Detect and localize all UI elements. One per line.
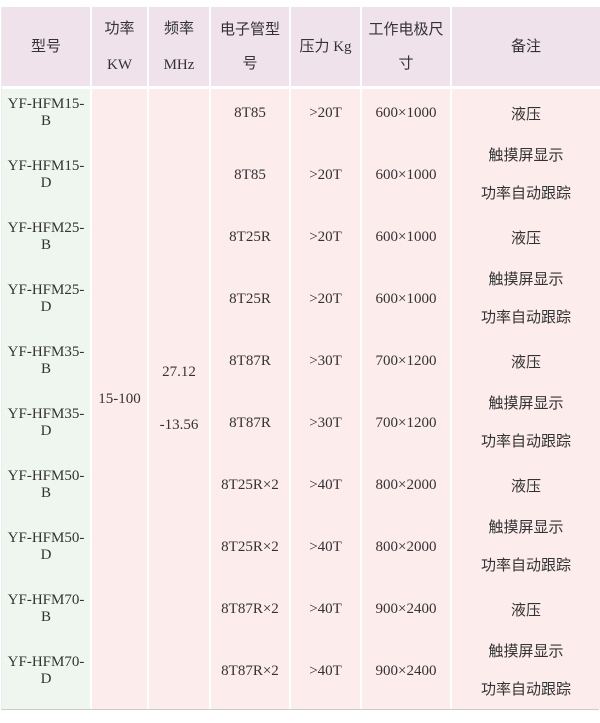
pressure-cell: >20T (291, 89, 362, 137)
model-cell: YF-HFM25-D (2, 261, 92, 337)
header-cell-frequency: 频率 MHz (149, 7, 211, 89)
table-row: YF-HFM50-B 8T25R×2 >40T 800×2000 液压 (2, 461, 600, 509)
pressure-cell: >20T (291, 213, 362, 261)
pressure-cell: >30T (291, 337, 362, 385)
model-cell: YF-HFM25-B (2, 213, 92, 261)
remark-cell: 液压 (452, 585, 600, 633)
pressure-cell: >20T (291, 137, 362, 213)
electrode-cell: 700×1200 (362, 385, 452, 461)
table-row: YF-HFM70-D 8T87R×2 >40T 900×2400 触摸屏显示 功率自动跟踪 (2, 633, 600, 709)
table-row: YF-HFM35-D 8T87R >30T 700×1200 触摸屏显示 功率自动跟踪 (2, 385, 600, 461)
header-cell-tube: 电子管型号 (211, 7, 291, 89)
table-header: 型号 功率 KW 频率 MHz 电子管型号 压力 Kg 工作电极尺寸 备注 (2, 7, 600, 89)
electrode-cell: 800×2000 (362, 461, 452, 509)
electrode-cell: 900×2400 (362, 633, 452, 709)
remark-line-2: 功率自动跟踪 (480, 310, 571, 326)
remark-cell: 液压 (452, 461, 600, 509)
electrode-cell: 800×2000 (362, 509, 452, 585)
table-row: YF-HFM25-B 8T25R >20T 600×1000 液压 (2, 213, 600, 261)
product-spec-table: 型号 功率 KW 频率 MHz 电子管型号 压力 Kg 工作电极尺寸 备注 YF-HFM15-B… (2, 7, 600, 709)
frequency-merged-cell: 27.12 -13.56 (149, 89, 211, 709)
spec-table-wrap: 型号 功率 KW 频率 MHz 电子管型号 压力 Kg 工作电极尺寸 备注 YF-HFM15-B… (1, 7, 600, 710)
pressure-cell: >30T (291, 385, 362, 461)
model-cell: YF-HFM50-D (2, 509, 92, 585)
table-row: YF-HFM15-D 8T85 >20T 600×1000 触摸屏显示 功率自动跟踪 (2, 137, 600, 213)
table-row: YF-HFM35-B 8T87R >30T 700×1200 液压 (2, 337, 600, 385)
model-cell: YF-HFM70-D (2, 633, 92, 709)
remark-cell: 触摸屏显示功率自动跟踪 (452, 261, 600, 337)
frequency-line-2: -13.56 (159, 417, 199, 433)
remark-cell: 液压 (452, 89, 600, 137)
model-cell: YF-HFM15-B (2, 89, 92, 137)
electrode-cell: 900×2400 (362, 585, 452, 633)
pressure-cell: >40T (291, 585, 362, 633)
remark-cell: 触摸屏显示功率自动跟踪 (452, 137, 600, 213)
remark-line-2: 功率自动跟踪 (480, 682, 571, 698)
model-cell: YF-HFM70-B (2, 585, 92, 633)
model-cell: YF-HFM50-B (2, 461, 92, 509)
header-line-1: 频率 (163, 20, 194, 37)
remark-cell: 液压 (452, 337, 600, 385)
electrode-cell: 600×1000 (362, 137, 452, 213)
table-row: YF-HFM50-D 8T25R×2 >40T 800×2000 触摸屏显示 功率自动跟踪 (2, 509, 600, 585)
pressure-cell: >40T (291, 461, 362, 509)
table-row: YF-HFM70-B 8T87R×2 >40T 900×2400 液压 (2, 585, 600, 633)
header-cell-power: 功率 KW (92, 7, 149, 89)
table-row: YF-HFM25-D 8T25R >20T 600×1000 触摸屏显示 功率自动跟踪 (2, 261, 600, 337)
header-cell-pressure: 压力 Kg (291, 7, 362, 89)
power-merged-cell: 15-100 (92, 89, 149, 709)
remark-cell: 触摸屏显示功率自动跟踪 (452, 633, 600, 709)
tube-cell: 8T85 (211, 89, 291, 137)
tube-cell: 8T25R×2 (211, 461, 291, 509)
remark-cell: 触摸屏显示功率自动跟踪 (452, 509, 600, 585)
tube-cell: 8T85 (211, 137, 291, 213)
tube-cell: 8T87R (211, 385, 291, 461)
tube-cell: 8T25R (211, 213, 291, 261)
table-body: YF-HFM15-B 15-100 27.12 -13.56 8T85 >20T 600×1… (2, 89, 600, 709)
pressure-cell: >40T (291, 633, 362, 709)
frequency-line-1: 27.12 (162, 364, 196, 380)
remark-cell: 触摸屏显示功率自动跟踪 (452, 385, 600, 461)
tube-cell: 8T25R×2 (211, 509, 291, 585)
model-cell: YF-HFM35-D (2, 385, 92, 461)
electrode-cell: 600×1000 (362, 213, 452, 261)
header-line-2: KW (107, 56, 132, 73)
electrode-cell: 700×1200 (362, 337, 452, 385)
pressure-cell: >40T (291, 509, 362, 585)
header-cell-remark: 备注 (452, 7, 600, 89)
header-line-1: 功率 (104, 20, 135, 37)
header-cell-electrode: 工作电极尺寸 (362, 7, 452, 89)
electrode-cell: 600×1000 (362, 261, 452, 337)
remark-line-1: 触摸屏显示 (488, 272, 564, 288)
remark-cell: 液压 (452, 213, 600, 261)
remark-line-2: 功率自动跟踪 (480, 186, 571, 202)
remark-line-1: 触摸屏显示 (488, 644, 564, 660)
table-row: YF-HFM15-B 15-100 27.12 -13.56 8T85 >20T 600×1… (2, 89, 600, 709)
tube-cell: 8T25R (211, 261, 291, 337)
pressure-cell: >20T (291, 261, 362, 337)
model-cell: YF-HFM35-B (2, 337, 92, 385)
tube-cell: 8T87R×2 (211, 585, 291, 633)
remark-line-2: 功率自动跟踪 (480, 558, 571, 574)
remark-line-1: 触摸屏显示 (488, 396, 564, 412)
remark-line-1: 触摸屏显示 (488, 148, 564, 164)
model-cell: YF-HFM15-D (2, 137, 92, 213)
electrode-cell: 600×1000 (362, 89, 452, 137)
tube-cell: 8T87R×2 (211, 633, 291, 709)
header-cell-model: 型号 (2, 7, 92, 89)
remark-line-1: 触摸屏显示 (488, 520, 564, 536)
header-line-2: MHz (163, 56, 195, 73)
tube-cell: 8T87R (211, 337, 291, 385)
remark-line-2: 功率自动跟踪 (480, 434, 571, 450)
header-row: 型号 功率 KW 频率 MHz 电子管型号 压力 Kg 工作电极尺寸 备注 (2, 7, 600, 89)
